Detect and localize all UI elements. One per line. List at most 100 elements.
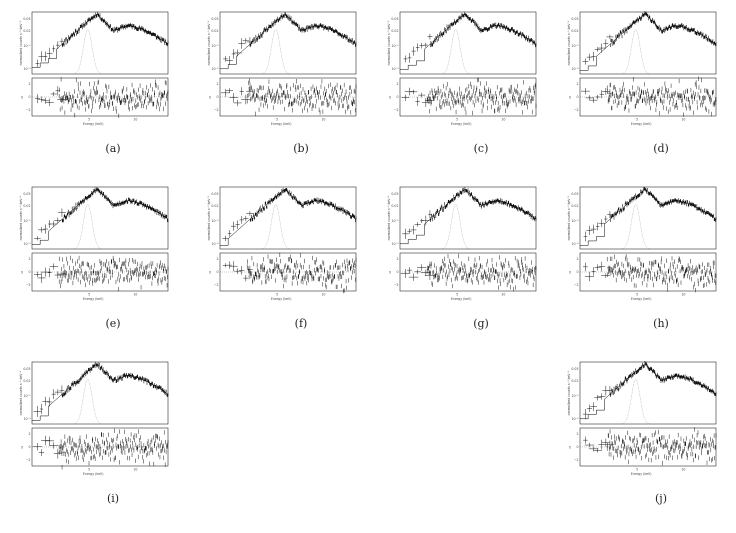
- y-tick-label: 10⁻³: [23, 242, 31, 246]
- residual-tick-label: 0: [28, 95, 30, 99]
- spectrum-plot-e: 0.05 0.02 10⁻² 10⁻³ 2 0 −2 5 10 Energy (keV) norma…: [19, 186, 169, 301]
- x-axis-label: Energy (keV): [451, 122, 472, 126]
- x-tick-label: 10: [321, 118, 325, 122]
- residual-axis-label: χ: [389, 95, 391, 99]
- x-axis-label: Energy (keV): [83, 122, 104, 126]
- x-axis-label: Energy (keV): [451, 297, 472, 301]
- spectrum-plot-i: 0.05 0.02 10⁻² 10⁻³ 2 0 −2 5 10 Energy (keV) norma…: [19, 361, 169, 476]
- y-tick-label: 0.02: [571, 379, 578, 383]
- residual-data: [34, 77, 169, 118]
- residual-data: [32, 428, 169, 470]
- line-component: [440, 204, 471, 250]
- model-curve: [32, 363, 169, 421]
- model-curve: [220, 188, 357, 246]
- y-axis-label: normalized counts s⁻¹ keV⁻¹: [567, 195, 571, 241]
- x-axis-label: Energy (keV): [83, 472, 104, 476]
- residual-axis-label: χ: [209, 270, 211, 274]
- spectrum-plot-b: 0.05 0.02 10⁻² 10⁻³ 2 0 −2 5 10 Energy (keV) norma…: [207, 11, 357, 126]
- y-tick-label: 10⁻²: [571, 219, 579, 223]
- spectrum-panel-a: 0.05 0.02 10⁻² 10⁻³ 2 0 −2 5 10 Energy (keV) norma…: [18, 8, 188, 183]
- line-component: [72, 379, 103, 425]
- y-tick-label: 10⁻³: [571, 67, 579, 71]
- low-energy-points: [583, 211, 613, 242]
- y-tick-label: 10⁻²: [571, 394, 579, 398]
- residual-axis-label: χ: [209, 95, 211, 99]
- x-axis-label: Energy (keV): [631, 297, 652, 301]
- model-curve: [220, 13, 357, 70]
- top-frame: [31, 186, 169, 250]
- spectrum-data: [610, 361, 717, 397]
- spectrum-panel-f: 0.05 0.02 10⁻² 10⁻³ 2 0 −2 5 10 Energy (keV) norma…: [206, 183, 376, 358]
- x-axis-label: Energy (keV): [631, 472, 652, 476]
- x-tick-label: 5: [636, 468, 638, 472]
- line-component: [260, 29, 291, 75]
- y-tick-label: 0.05: [391, 192, 398, 196]
- top-frame: [399, 186, 537, 250]
- y-tick-label: 10⁻²: [23, 44, 31, 48]
- x-tick-label: 5: [88, 118, 90, 122]
- residual-tick-label: 2: [396, 257, 398, 261]
- residual-tick-label: −2: [214, 108, 219, 112]
- residual-data: [222, 252, 357, 294]
- residual-data: [400, 253, 537, 292]
- residual-tick-label: 0: [216, 270, 218, 274]
- residual-tick-label: 0: [28, 270, 30, 274]
- residual-tick-label: 0: [396, 270, 398, 274]
- y-tick-label: 0.05: [391, 17, 398, 21]
- residual-tick-label: 0: [576, 270, 578, 274]
- line-component: [440, 29, 471, 75]
- residual-axis-label: χ: [21, 445, 23, 449]
- y-tick-label: 0.02: [211, 29, 218, 33]
- residual-axis-label: χ: [21, 95, 23, 99]
- residual-tick-label: 2: [396, 82, 398, 86]
- low-energy-points: [33, 385, 65, 417]
- spectrum-data: [610, 11, 717, 48]
- panel-caption-a: (a): [105, 142, 121, 155]
- y-tick-label: 10⁻²: [211, 44, 219, 48]
- spectrum-plot-j: 0.05 0.02 10⁻² 10⁻³ 2 0 −2 5 10 Energy (keV) norma…: [567, 361, 717, 476]
- residual-data: [220, 78, 357, 117]
- y-tick-label: 10⁻³: [571, 242, 579, 246]
- spectrum-data: [62, 361, 169, 398]
- y-tick-label: 10⁻³: [571, 417, 579, 421]
- x-tick-label: 5: [88, 468, 90, 472]
- low-energy-points: [402, 210, 432, 240]
- x-tick-label: 10: [501, 293, 505, 297]
- model-curve: [580, 188, 717, 246]
- spectrum-panel-h: 0.05 0.02 10⁻² 10⁻³ 2 0 −2 5 10 Energy (keV) norma…: [566, 183, 736, 358]
- top-frame: [31, 11, 169, 75]
- residual-tick-label: −2: [574, 283, 579, 287]
- residual-tick-label: −2: [394, 108, 399, 112]
- y-tick-label: 10⁻²: [23, 219, 31, 223]
- y-tick-label: 10⁻³: [23, 417, 31, 421]
- y-tick-label: 0.02: [23, 204, 30, 208]
- panel-caption-e: (e): [105, 317, 121, 330]
- model-curve: [32, 13, 169, 68]
- residual-tick-label: 0: [28, 445, 30, 449]
- y-tick-label: 10⁻²: [23, 394, 31, 398]
- panel-caption-c: (c): [473, 142, 489, 155]
- y-tick-label: 0.05: [211, 192, 218, 196]
- residual-tick-label: −2: [26, 108, 31, 112]
- spectrum-panel-c: 0.05 0.02 10⁻² 10⁻³ 2 0 −2 5 10 Energy (keV) norma…: [386, 8, 556, 183]
- model-curve: [580, 363, 717, 420]
- spectrum-plot-c: 0.05 0.02 10⁻² 10⁻³ 2 0 −2 5 10 Energy (keV) norma…: [387, 11, 537, 126]
- x-tick-label: 10: [133, 293, 137, 297]
- x-axis-label: Energy (keV): [271, 122, 292, 126]
- y-tick-label: 0.05: [571, 367, 578, 371]
- low-energy-points: [582, 385, 614, 420]
- residual-tick-label: 2: [576, 257, 578, 261]
- line-component: [72, 204, 103, 250]
- y-tick-label: 0.05: [571, 192, 578, 196]
- residual-tick-label: 0: [576, 95, 578, 99]
- y-tick-label: 0.05: [23, 367, 30, 371]
- residual-axis-label: χ: [569, 445, 571, 449]
- y-tick-label: 10⁻³: [23, 67, 31, 71]
- y-axis-label: normalized counts s⁻¹ keV⁻¹: [567, 20, 571, 66]
- y-tick-label: 0.02: [23, 379, 30, 383]
- residual-data: [583, 427, 717, 466]
- residual-axis-label: χ: [569, 95, 571, 99]
- residual-tick-label: −2: [26, 458, 31, 462]
- y-tick-label: 10⁻³: [211, 67, 219, 71]
- line-component: [620, 379, 651, 425]
